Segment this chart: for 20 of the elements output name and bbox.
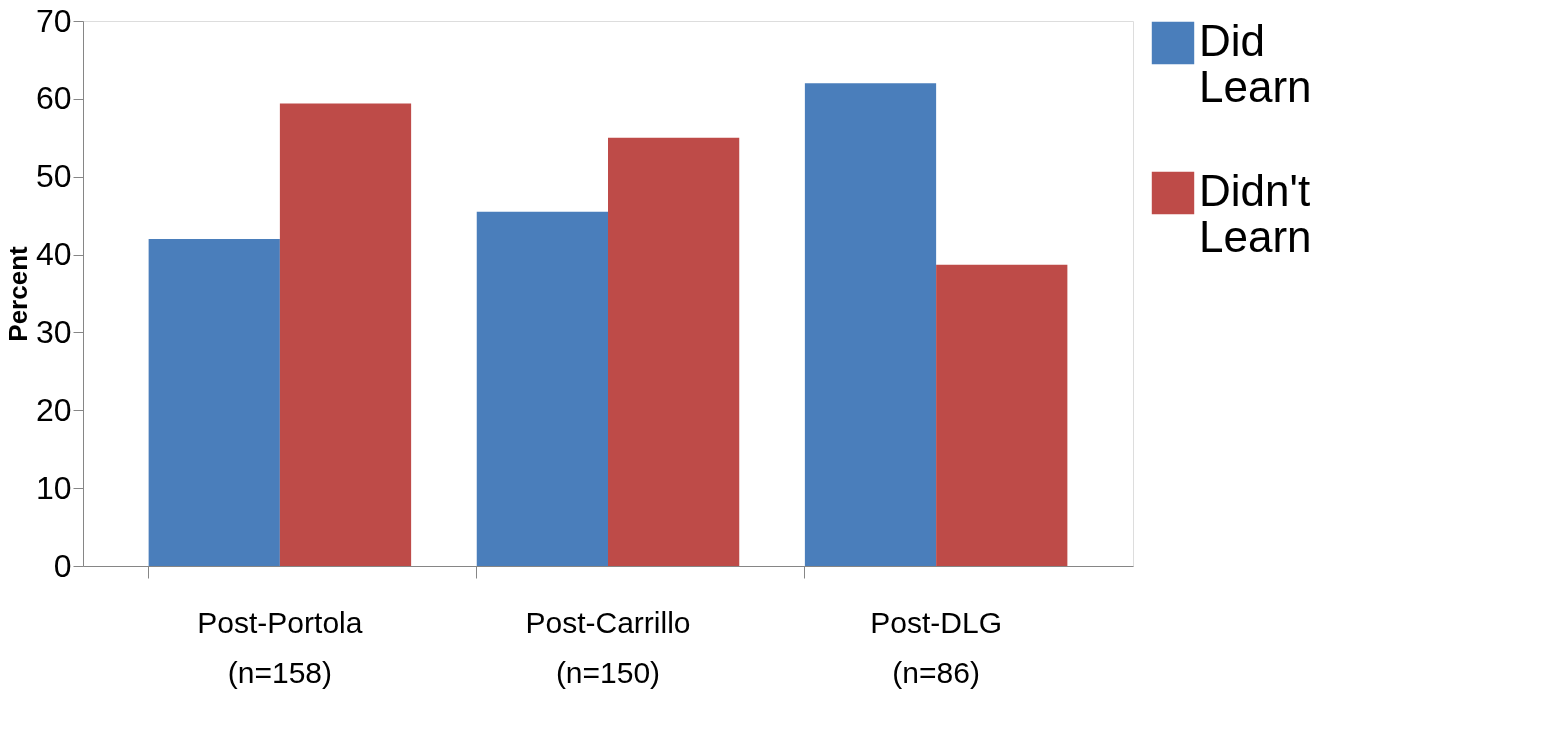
bar	[804, 83, 937, 566]
x-tick-label: Post-Portola (n=158)	[197, 605, 363, 689]
legend-label: Did Learn	[1199, 16, 1312, 111]
y-tick-label: 50	[35, 158, 72, 195]
bar	[148, 239, 280, 566]
bar	[476, 211, 608, 566]
bar	[279, 103, 412, 566]
y-tick-label: 70	[35, 2, 72, 39]
x-tick-label: Post-DLG (n=86)	[870, 605, 1002, 689]
bar	[936, 264, 1068, 566]
legend-label: Didn't Learn	[1199, 166, 1312, 261]
bar	[608, 137, 740, 566]
y-tick-label: 0	[53, 547, 72, 584]
y-axis-title: Percent	[2, 245, 33, 342]
y-tick-label: 60	[35, 80, 72, 117]
y-tick-label: 10	[35, 469, 72, 506]
x-tick-label: Post-Carrillo (n=150)	[525, 605, 691, 689]
y-tick-label: 30	[35, 313, 72, 350]
y-tick-label: 20	[35, 391, 72, 428]
y-tick-label: 40	[35, 236, 72, 273]
